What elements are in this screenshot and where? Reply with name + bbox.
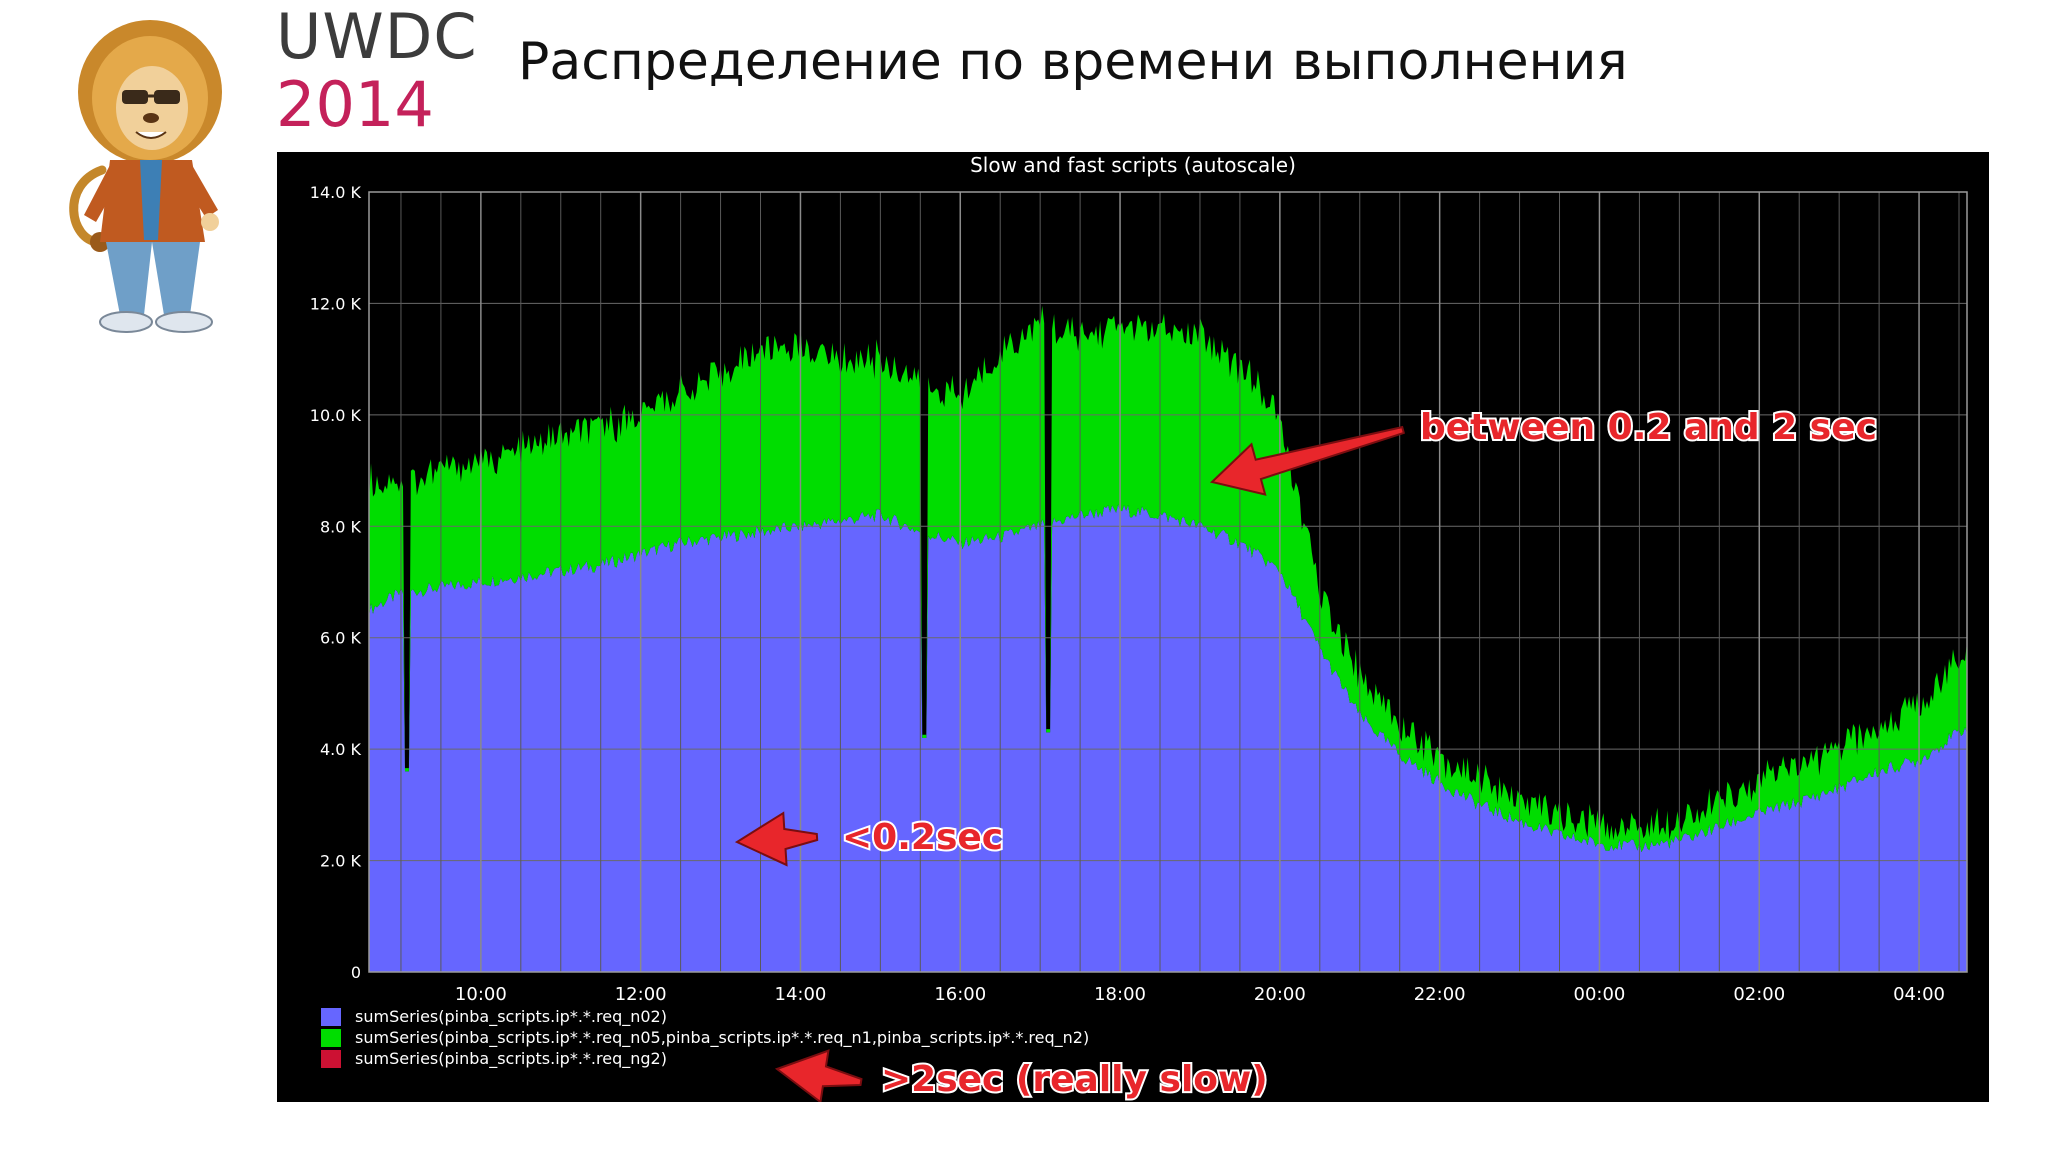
x-tick-label: 02:00 <box>1733 984 1785 1005</box>
area-chart: 0 2.0 K 4.0 K 6.0 K 8.0 K 10.0 K 12.0 K 14.0 K 1… <box>310 153 1968 1102</box>
series-fast-area <box>369 504 1967 972</box>
y-tick-label: 12.0 K <box>310 294 362 313</box>
y-tick-label: 10.0 K <box>310 406 362 425</box>
y-tick-label: 4.0 K <box>320 740 362 759</box>
chart-panel: 0 2.0 K 4.0 K 6.0 K 8.0 K 10.0 K 12.0 K 14.0 K 1… <box>277 152 1989 1102</box>
x-tick-label: 16:00 <box>934 984 986 1005</box>
annotation-slow-label: >2sec (really slow) <box>881 1059 1268 1100</box>
x-tick-label: 22:00 <box>1414 984 1466 1005</box>
legend-swatch <box>321 1008 341 1026</box>
annotation-arrow-slow <box>774 1049 863 1102</box>
logo-uwdc-text: UWDC <box>276 0 478 73</box>
y-tick-label: 14.0 K <box>310 183 362 202</box>
y-tick-label: 2.0 K <box>320 852 362 871</box>
lion-mascot-image <box>40 10 255 340</box>
y-tick-label: 6.0 K <box>320 629 362 648</box>
annotation-fast-label: <0.2sec <box>842 817 1003 858</box>
x-tick-label: 14:00 <box>775 984 827 1005</box>
y-tick-label: 8.0 K <box>320 517 362 536</box>
x-tick-label: 00:00 <box>1574 984 1626 1005</box>
x-tick-label: 04:00 <box>1893 984 1945 1005</box>
y-tick-label: 0 <box>351 963 361 982</box>
chart-title: Slow and fast scripts (autoscale) <box>970 153 1296 177</box>
legend-entry: sumSeries(pinba_scripts.ip*.*.req_n02) <box>355 1007 667 1027</box>
slide-title: Распределение по времени выполнения <box>518 32 1628 92</box>
x-tick-label: 20:00 <box>1254 984 1306 1005</box>
annotation-medium-label: between 0.2 and 2 sec <box>1420 407 1877 448</box>
legend-entry: sumSeries(pinba_scripts.ip*.*.req_n05,pi… <box>355 1028 1089 1048</box>
annotation-arrow-medium <box>1209 425 1406 496</box>
annotation-arrow-fast <box>734 811 819 867</box>
logo-year-text: 2014 <box>276 68 434 141</box>
plot-border <box>368 191 1968 973</box>
legend-entry: sumSeries(pinba_scripts.ip*.*.req_ng2) <box>355 1049 667 1069</box>
series-medium-area <box>369 305 1967 852</box>
x-tick-label: 12:00 <box>615 984 667 1005</box>
x-tick-label: 18:00 <box>1094 984 1146 1005</box>
legend-swatch <box>321 1029 341 1047</box>
x-tick-label: 10:00 <box>455 984 507 1005</box>
legend-swatch <box>321 1050 341 1068</box>
